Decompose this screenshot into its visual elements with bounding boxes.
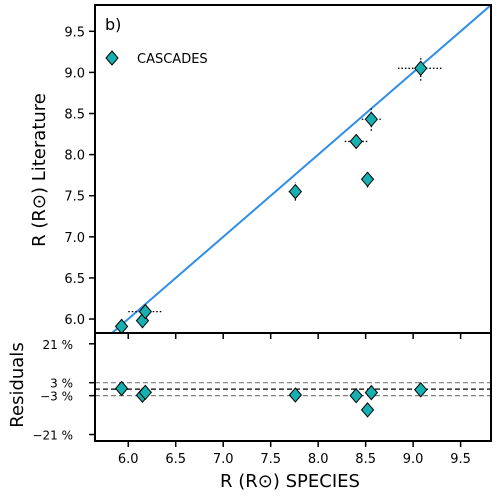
panel-label: b) xyxy=(105,15,121,34)
residual-point xyxy=(138,384,152,401)
residual-point-layer xyxy=(114,380,428,418)
residual-y-axis-title: Residuals xyxy=(7,342,28,427)
data-point xyxy=(414,60,428,77)
main-y-ticks: 6.0 6.5 7.0 7.5 8.0 8.5 9.0 9.5 xyxy=(64,25,95,328)
data-point xyxy=(349,133,363,150)
residual-point xyxy=(360,402,375,418)
legend-label: CASCADES xyxy=(137,52,208,67)
residual-point xyxy=(349,387,363,404)
residual-y-ticks: 21 % 3 %−3 % −21 % xyxy=(32,338,95,443)
residual-point xyxy=(414,382,428,398)
residual-tick-label: 3 % xyxy=(50,377,73,391)
residual-point xyxy=(288,387,303,403)
main-y-axis-title: R (R⊙) Literature xyxy=(29,93,50,247)
residual-panel-frame xyxy=(94,332,492,442)
data-point xyxy=(138,303,152,320)
data-point xyxy=(360,171,375,188)
x-tick-label: 7.5 xyxy=(260,452,281,467)
y-tick-label: 9.0 xyxy=(64,66,85,81)
x-tick-label: 9.5 xyxy=(450,452,471,467)
x-tick-label: 6.0 xyxy=(118,452,139,467)
data-point xyxy=(135,312,150,329)
legend-marker-diamond xyxy=(105,50,119,66)
data-point-layer xyxy=(114,60,428,335)
y-tick-label: 7.5 xyxy=(64,190,85,205)
residual-tick-label: 21 % xyxy=(43,338,74,352)
x-tick-label: 6.5 xyxy=(165,452,186,467)
x-tick-label: 7.0 xyxy=(213,452,234,467)
x-ticks: 6.0 6.5 7.0 7.5 8.0 8.5 9.0 9.5 xyxy=(118,333,471,467)
one-to-one-line xyxy=(110,5,491,333)
y-tick-label: 6.0 xyxy=(64,313,85,328)
x-tick-label: 8.0 xyxy=(308,452,329,467)
y-tick-label: 7.0 xyxy=(64,231,85,246)
identity-line-layer xyxy=(110,5,491,333)
data-point xyxy=(288,183,303,200)
residual-point xyxy=(114,380,129,397)
x-tick-label: 9.0 xyxy=(403,452,424,467)
data-point xyxy=(364,111,379,128)
x-axis-title: R (R⊙) SPECIES xyxy=(220,471,360,492)
x-tick-label: 8.5 xyxy=(355,452,376,467)
legend: CASCADES xyxy=(105,50,208,67)
y-tick-label: 9.5 xyxy=(64,25,85,40)
residual-tick-label: −3 % xyxy=(40,390,73,404)
y-tick-label: 8.0 xyxy=(64,149,85,164)
residual-point xyxy=(364,384,379,401)
error-bar-layer xyxy=(118,55,444,333)
y-tick-label: 8.5 xyxy=(64,108,85,123)
residual-tick-label: −21 % xyxy=(32,429,73,443)
y-tick-label: 6.5 xyxy=(64,272,85,287)
